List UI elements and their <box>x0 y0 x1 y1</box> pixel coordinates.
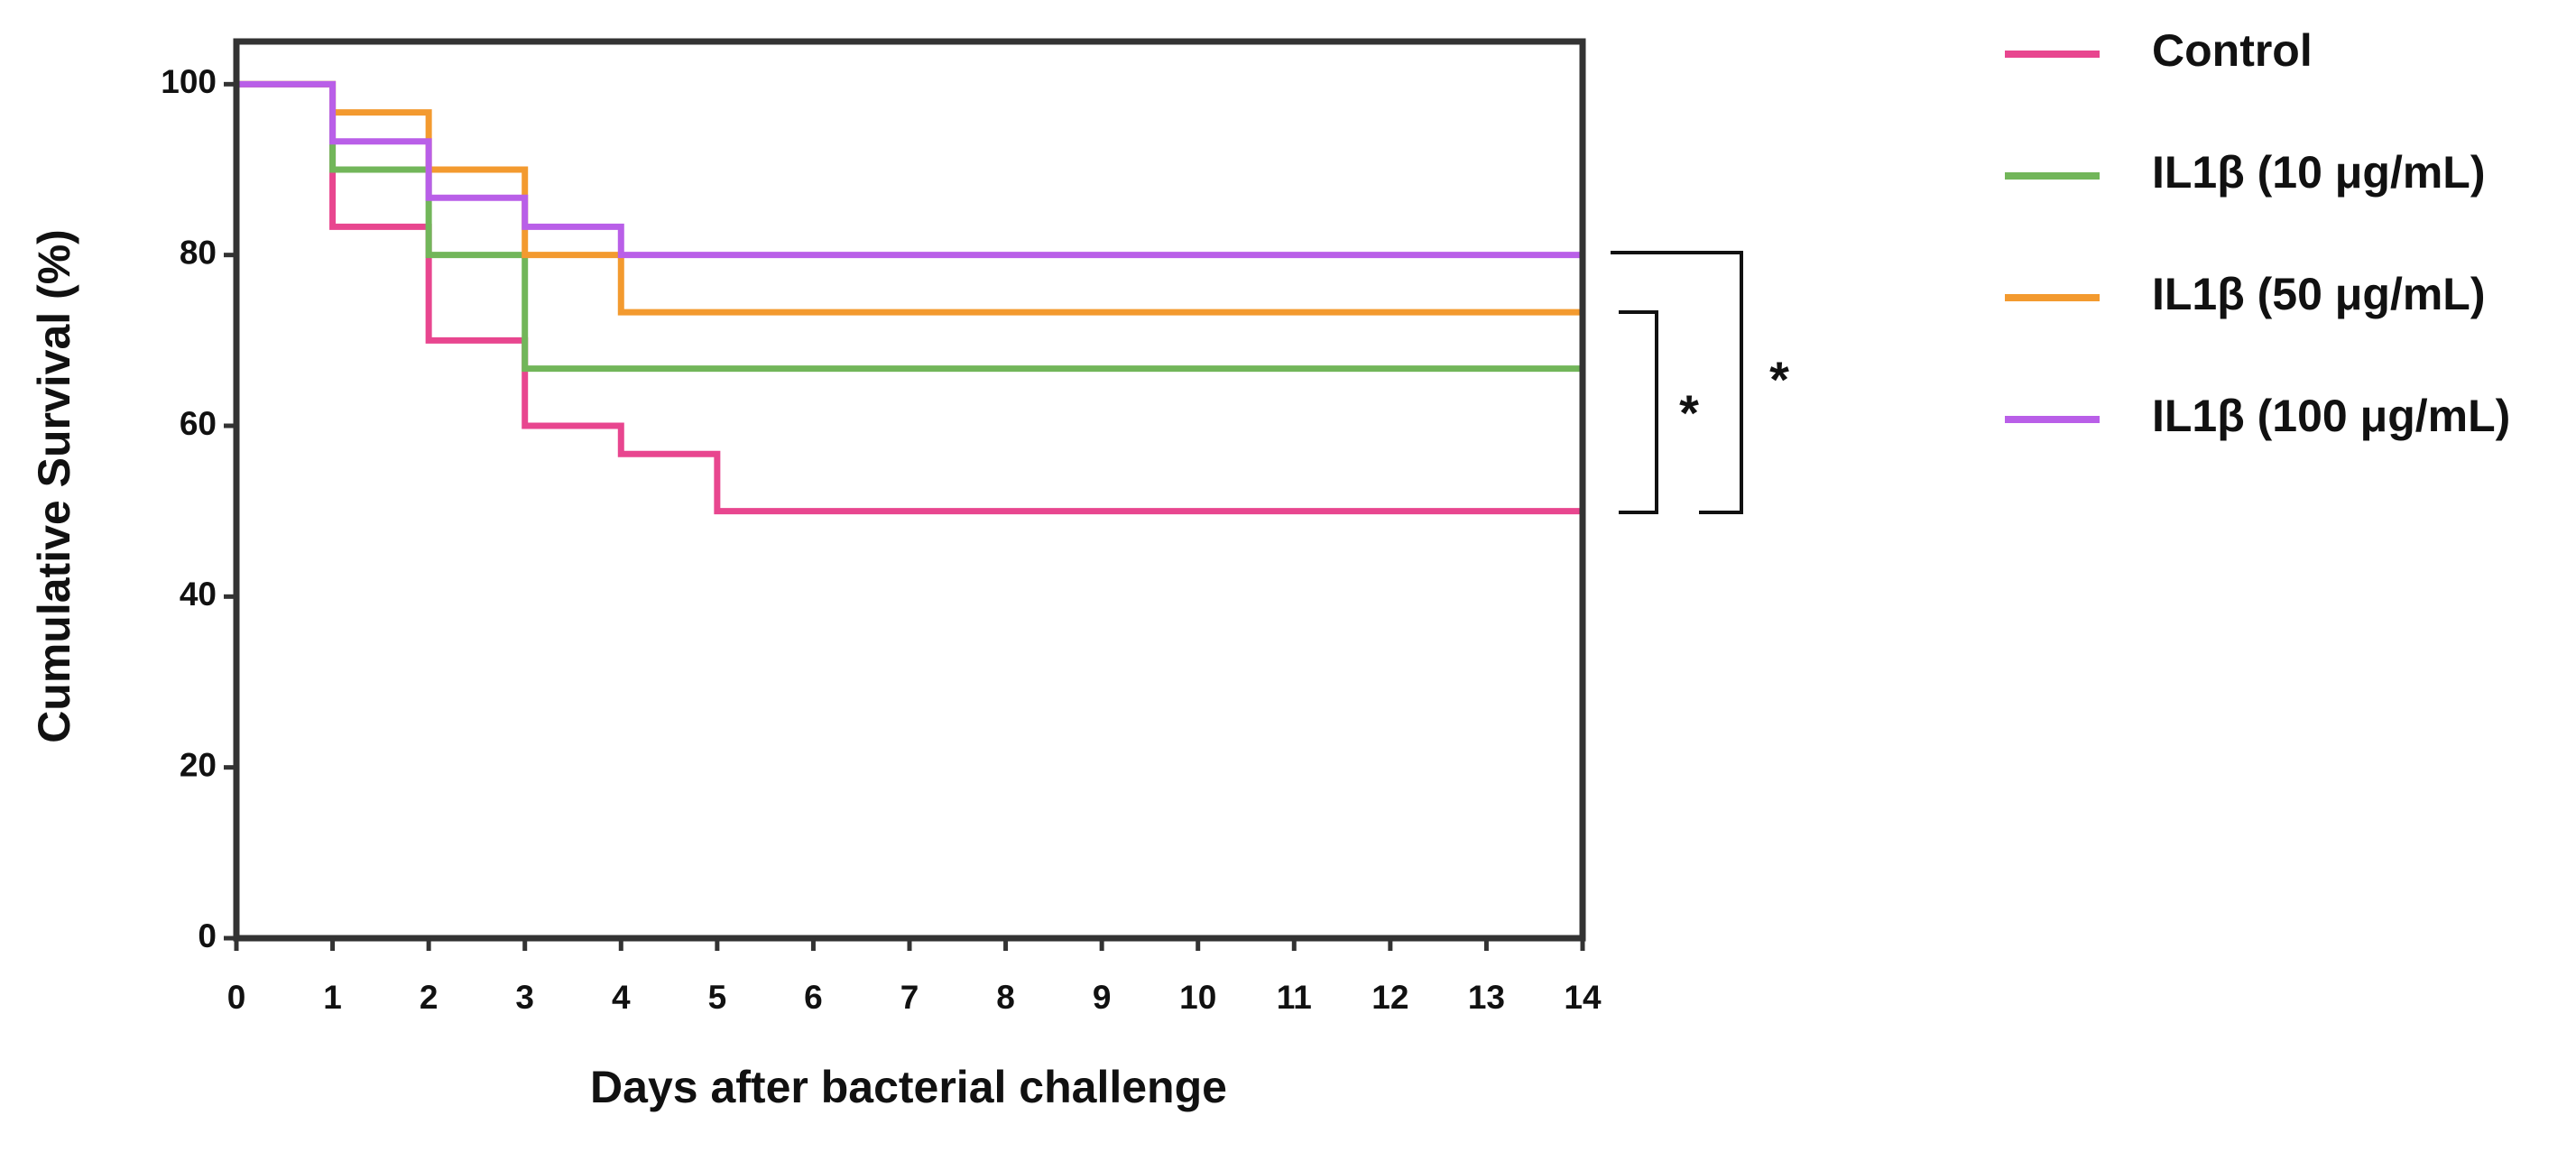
y-axis-title: Cumulative Survival (%) <box>29 229 79 743</box>
x-axis-title: Days after bacterial challenge <box>590 1062 1227 1112</box>
legend-label: Control <box>2152 25 2313 76</box>
x-tick-label: 10 <box>1179 979 1216 1016</box>
x-tick-label: 14 <box>1564 979 1602 1016</box>
x-tick-label: 11 <box>1277 979 1312 1016</box>
bracket <box>1619 310 1658 514</box>
x-tick-label: 3 <box>515 979 534 1016</box>
x-tick-label: 5 <box>708 979 727 1016</box>
significance-star: * <box>1679 384 1699 441</box>
x-tick-label: 4 <box>612 979 631 1016</box>
y-tick-label: 100 <box>161 63 217 100</box>
x-tick-label: 9 <box>1093 979 1112 1016</box>
x-tick-label: 2 <box>420 979 439 1016</box>
survival-line <box>236 80 1583 515</box>
x-tick-label: 12 <box>1371 979 1408 1016</box>
survival-line <box>236 80 1583 259</box>
plot-frame <box>233 38 1586 942</box>
significance-brackets <box>1611 251 1743 514</box>
x-tick-label: 0 <box>227 979 246 1016</box>
x-tick-label: 13 <box>1468 979 1505 1016</box>
x-tick-label: 8 <box>996 979 1015 1016</box>
x-tick-label: 7 <box>900 979 919 1016</box>
survival-line <box>236 80 1583 373</box>
legend-label: IL1β (10 μg/mL) <box>2152 147 2485 198</box>
y-tick-label: 0 <box>198 917 217 954</box>
y-tick-label: 40 <box>180 576 217 613</box>
x-tick-label: 1 <box>323 979 342 1016</box>
y-tick-label: 80 <box>180 234 217 271</box>
y-tick-label: 20 <box>180 746 217 783</box>
legend-label: IL1β (50 μg/mL) <box>2152 269 2485 319</box>
x-tick-label: 6 <box>804 979 823 1016</box>
y-tick-label: 60 <box>180 405 217 442</box>
bracket <box>1611 251 1743 514</box>
legend-label: IL1β (100 μg/mL) <box>2152 391 2510 441</box>
significance-star: * <box>1769 351 1789 408</box>
